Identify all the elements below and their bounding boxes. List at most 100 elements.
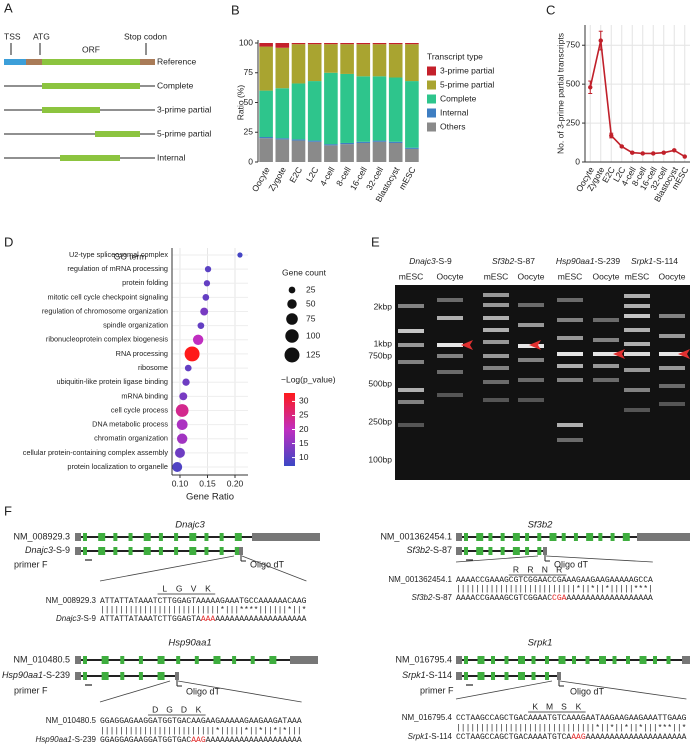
utr [637,533,690,541]
isoform-sequence: GGAGGAGAAGGATGGTGACAAGAAAAAAAAAAAAAAAAAA… [100,736,302,745]
lane-label: mESC [625,271,650,281]
exon [143,533,151,541]
isoform-suffix: -S-87 [514,256,535,266]
legend-swatch [427,66,436,76]
gene-name: Dnajc3 [25,545,53,555]
amino-acid: K [196,704,202,714]
gel-band [659,314,685,318]
exon [189,547,197,555]
gel-band [437,393,463,397]
gel-band [483,340,509,344]
bar-segment [291,43,306,45]
utr [543,547,547,555]
isoform-name: Dnajc3-S-9 [56,614,97,623]
utr [252,533,320,541]
exon [476,547,484,555]
isoform-name: Srpk1-S-114 [408,732,453,741]
gel-band [557,318,583,322]
chart-title: GO term [114,251,147,261]
zoom-line [99,680,171,703]
legend-title: Gene count [282,267,327,277]
exon [477,656,485,664]
gel-band [557,438,583,442]
utr [682,656,690,664]
gene-name: Dnajc3 [56,614,81,623]
poly-a: AAAAAAAAAAAAAAAAAA [566,594,653,603]
bar-segment [259,137,273,139]
exon [158,533,163,541]
exon [464,656,468,664]
exon [666,656,671,664]
ladder-label: 250bp [368,416,392,426]
zoom-line [559,680,687,700]
exon [98,533,106,541]
amino-acid: G [176,583,183,593]
exon [138,672,143,680]
bubble [175,404,189,417]
point [672,148,677,153]
bar-segment [405,147,419,149]
zoom-line [455,555,539,563]
isoform-suffix: -S-114 [429,732,453,741]
bar-segment [356,141,371,143]
gene-name: Srpk1 [408,732,429,741]
bar-segment [275,139,290,162]
label: TSS [4,31,21,41]
colorbar-label: 25 [299,410,309,420]
sequence: AAAACCGAAAGCGTCGGAAC [456,594,552,603]
amino-acid: K [576,701,582,711]
y-tick-label: 500 [566,78,580,88]
legend-label: 5-prime partial [440,79,494,89]
isoform-name: Sf3b2-S-87 [412,593,453,602]
reference-name: NM_010480.5 [46,716,97,725]
isoform-sequence: ATTATTATAAATCTTGGAGTAAAAAAAAAAAAAAAAAAAA… [100,615,307,624]
primer-label: primer F [14,559,48,569]
colorbar [284,393,295,466]
panel-label: F [4,503,12,518]
bar-segment [307,140,322,142]
gel-band [398,400,424,404]
bar-segment [307,81,322,141]
amino-acid: D [152,704,158,714]
exon [101,656,109,664]
bar-segment [259,90,273,138]
bar-segment [291,140,306,162]
panel-label: A [4,0,13,15]
utr [26,59,42,65]
legend-bubble [287,299,297,309]
point [588,85,593,90]
bar-segment [356,76,371,142]
gene-label: Srpk1-S-114 [631,256,678,266]
bubble [202,294,210,301]
sequence: ATTATTATAAATCTTGGAGTA [100,615,201,624]
utr [75,547,81,555]
panel-label: B [231,2,240,17]
exon [477,672,485,680]
arrowhead [678,349,690,359]
isoform-suffix: -S-9 [436,256,452,266]
y-tick-label: chromatin organization [94,434,168,443]
utr [456,672,462,680]
exon [653,656,657,664]
gel-band [483,354,509,358]
gel-band [398,304,424,308]
legend-swatch [427,94,436,104]
bubble [176,419,188,431]
exon [500,547,505,555]
x-tick-label: 0.20 [227,478,244,488]
isoform-suffix: -S-114 [426,670,452,680]
row-label: Reference [157,56,196,66]
gel-band [518,323,544,327]
exon [586,533,594,541]
legend-label: 75 [306,313,316,323]
exon [95,131,140,137]
exon [213,656,221,664]
y-tick-label: protein folding [122,278,168,287]
gel-band [483,398,509,402]
exon [250,656,255,664]
exon [545,672,549,680]
y-tick-label: regulation of chromosome organization [42,306,168,315]
reference-sequence: AAAACCGAAAGCGTCGGAACCGAAAGAAGAAGAAAAAGCC… [456,576,653,585]
exon [232,656,237,664]
bar-segment [356,142,371,162]
